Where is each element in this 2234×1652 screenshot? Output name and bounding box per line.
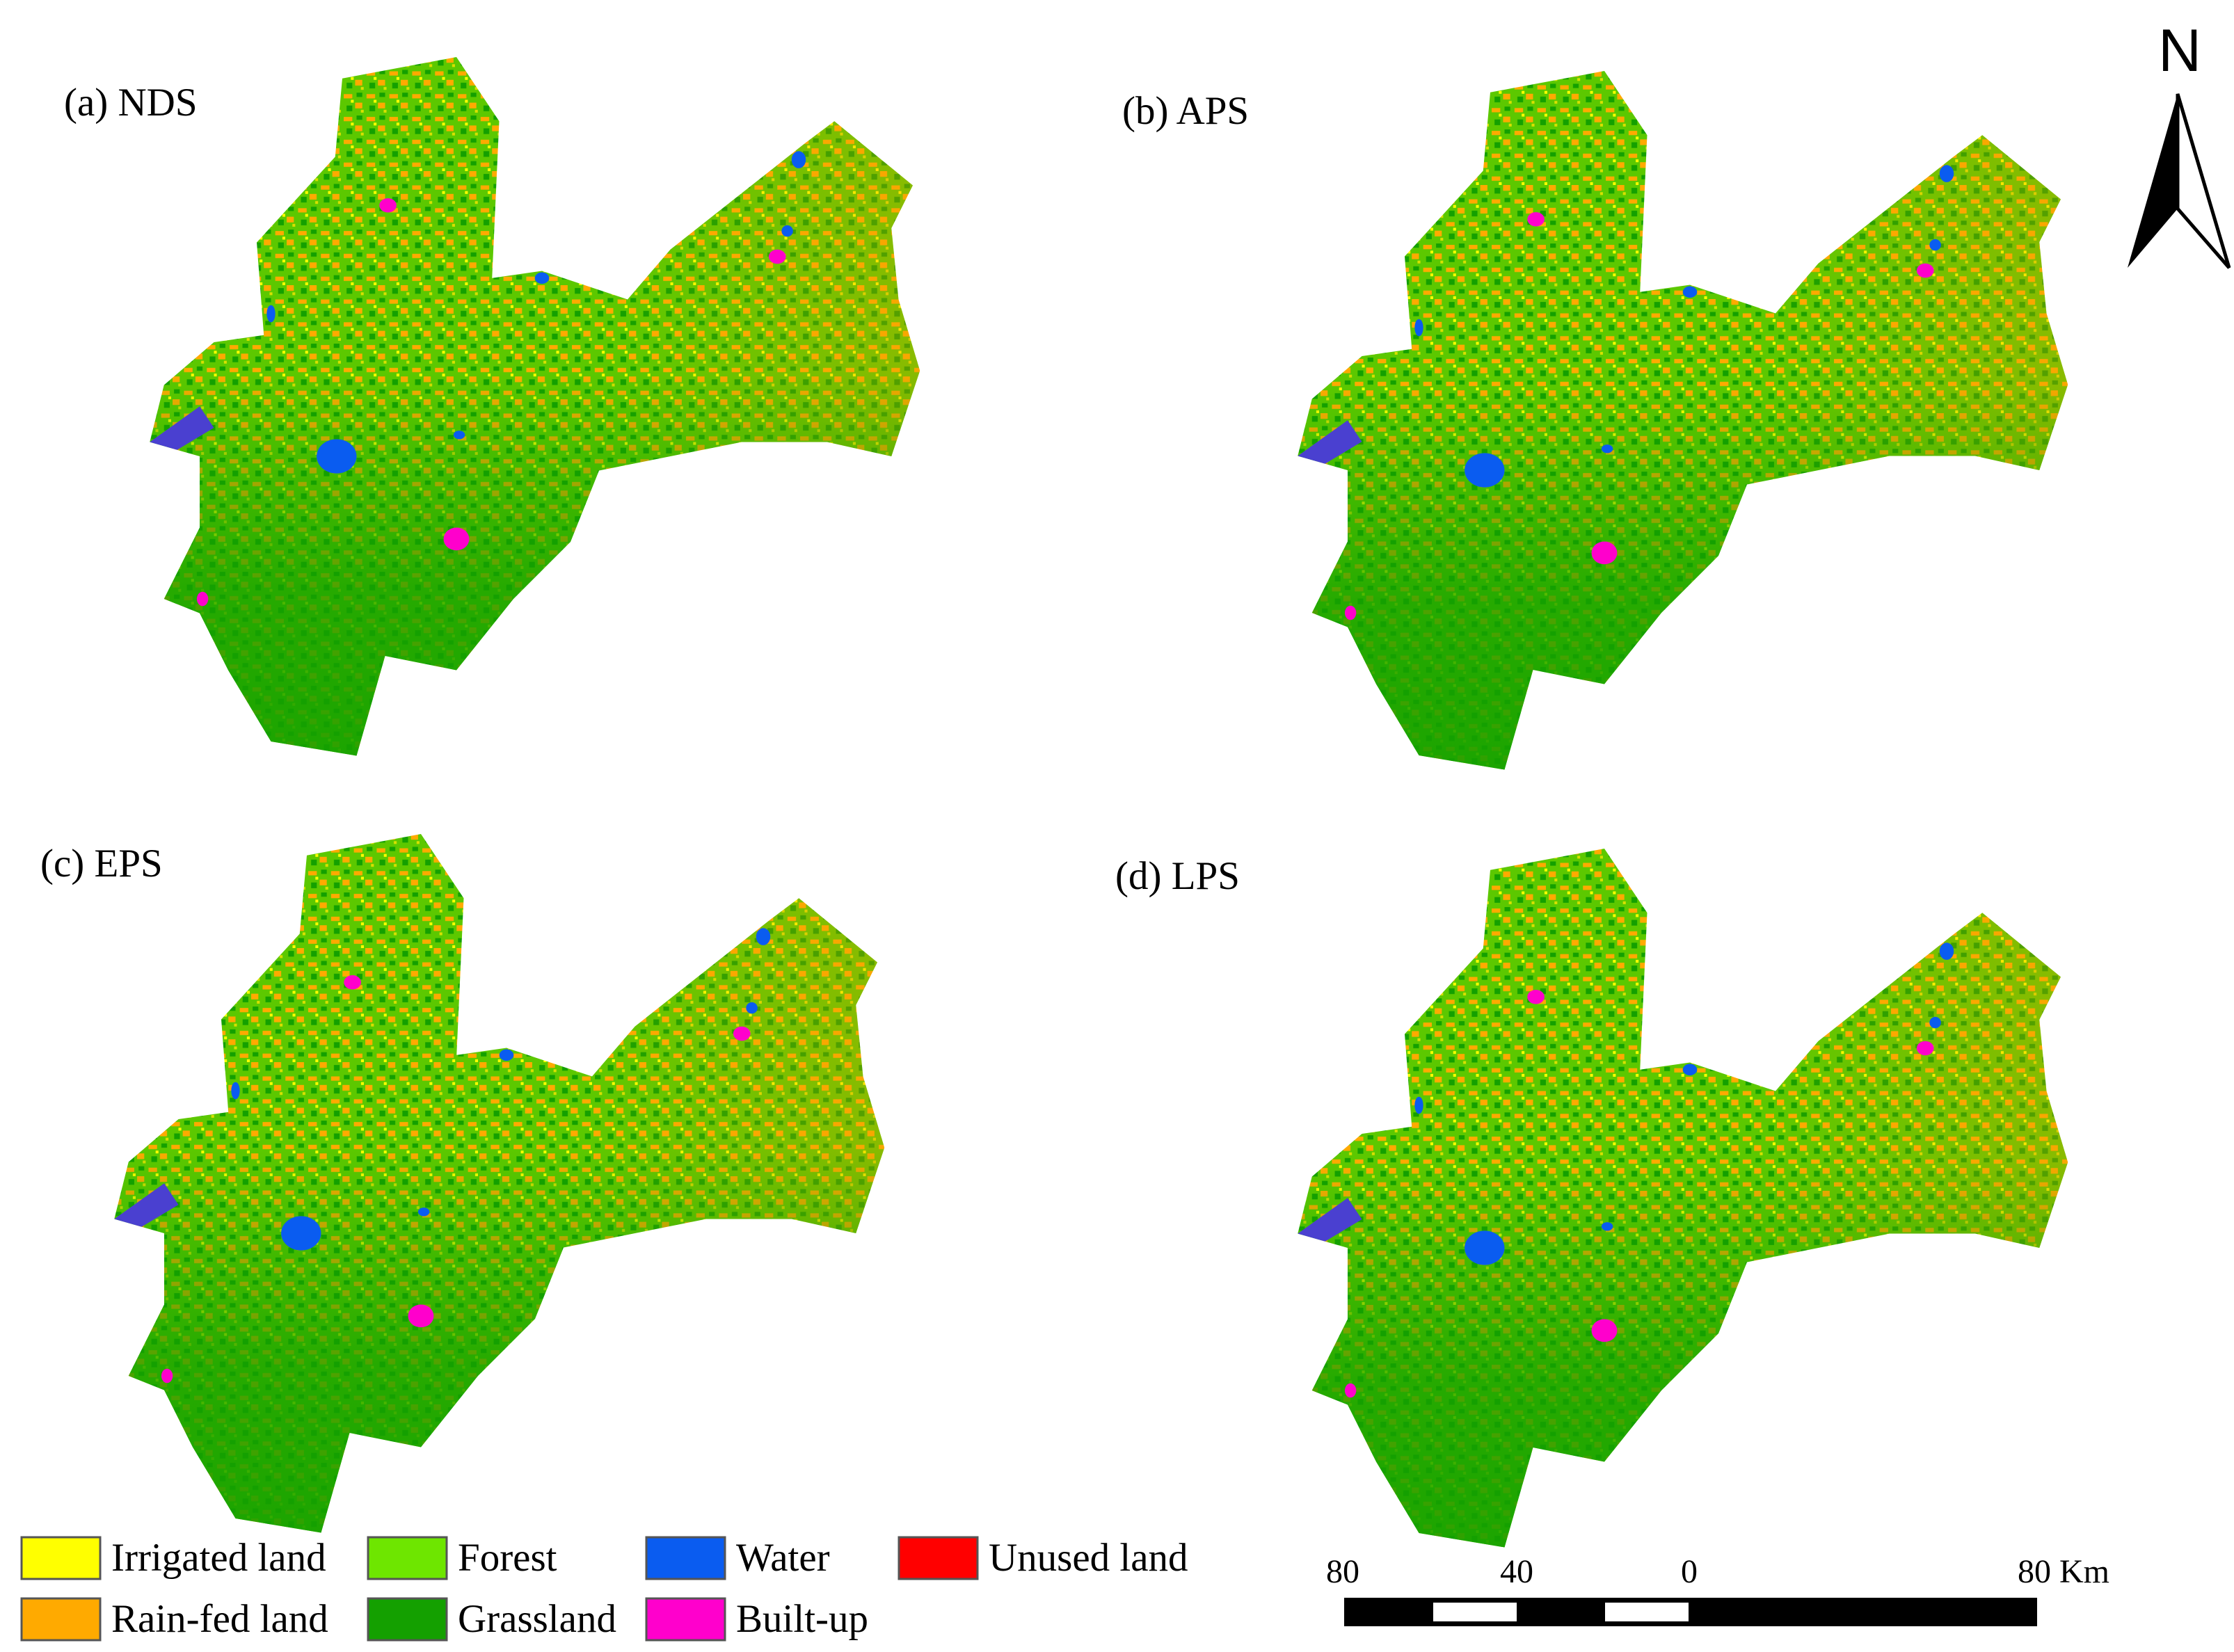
panel-label: (d) LPS [1115, 854, 1240, 898]
legend-swatch [20, 1597, 102, 1642]
scale-bar [1344, 1598, 2037, 1626]
legend-swatch [897, 1536, 979, 1580]
map-panel [129, 43, 942, 771]
north-label: N [2158, 17, 2201, 84]
legend: Irrigated land Forest Water Unused land Rain… [20, 1536, 1188, 1642]
scale-label: 40 [1500, 1553, 1533, 1590]
map-panel [93, 820, 907, 1548]
panel-label: (a) NDS [64, 81, 198, 125]
legend-label: Irrigated land [111, 1536, 326, 1580]
legend-label: Forest [458, 1536, 557, 1580]
legend-swatch [367, 1597, 448, 1642]
legend-swatch [20, 1536, 102, 1580]
scale-label: 0 [1681, 1553, 1698, 1590]
panel-label: (c) EPS [40, 842, 163, 885]
legend-swatch [645, 1536, 726, 1580]
scale-label: 80 Km [2018, 1553, 2109, 1590]
legend-swatch [645, 1597, 726, 1642]
legend-label: Grassland [458, 1597, 616, 1641]
map-panel [1277, 57, 2090, 785]
legend-label: Rain-fed land [111, 1597, 328, 1641]
map-panel [1277, 835, 2090, 1562]
north-arrow [2128, 93, 2231, 269]
legend-label: Unused land [989, 1536, 1188, 1580]
legend-label: Built-up [736, 1597, 868, 1641]
panel-label: (b) APS [1122, 89, 1249, 133]
legend-swatch [367, 1536, 448, 1580]
scale-label: 80 [1326, 1553, 1359, 1590]
legend-label: Water [736, 1536, 830, 1580]
